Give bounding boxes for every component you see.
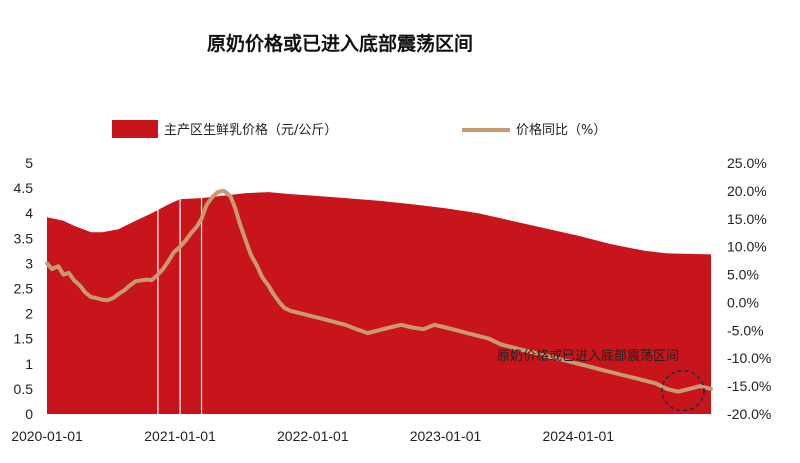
y-left-tick-label: 2.5 <box>14 281 34 297</box>
x-tick-label: 2021-01-01 <box>144 428 216 444</box>
x-tick-label: 2020-01-01 <box>11 428 83 444</box>
y-left-tick-label: 3 <box>25 255 33 271</box>
highlight-circle <box>661 369 705 412</box>
x-axis: 2020-01-01 2021-01-01 2022-01-01 2023-01-01… <box>11 428 614 444</box>
y-left-tick-label: 0 <box>25 406 33 422</box>
y-left-tick-label: 4.5 <box>14 180 34 196</box>
chart-title: 原奶价格或已进入底部震荡区间 <box>207 32 473 55</box>
y-left-tick-label: 4 <box>25 205 33 221</box>
y-left-tick-label: 2 <box>25 306 33 322</box>
annotation-text: 原奶价格或已进入底部震荡区间 <box>497 348 679 364</box>
y-axis-right: -20.0% -15.0% -10.0% -5.0% 0.0% 5.0% 10.0% 15.0… <box>727 155 771 422</box>
vertical-markers <box>157 193 203 414</box>
y-right-tick-label: 25.0% <box>727 155 767 171</box>
y-right-tick-label: -10.0% <box>727 350 771 366</box>
y-left-tick-label: 3.5 <box>14 230 34 246</box>
price-area-series <box>47 192 711 414</box>
y-left-tick-label: 1 <box>25 356 33 372</box>
plot-area <box>45 188 713 414</box>
y-left-tick-label: 0.5 <box>14 381 34 397</box>
legend-label-yoy: 价格同比（%） <box>516 122 606 138</box>
y-right-tick-label: 5.0% <box>727 267 759 283</box>
y-left-tick-label: 5 <box>25 155 33 171</box>
y-right-tick-label: 0.0% <box>727 294 759 310</box>
legend-swatch-price <box>112 120 158 138</box>
y-right-tick-label: 15.0% <box>727 211 767 227</box>
y-right-tick-label: 10.0% <box>727 239 767 255</box>
x-tick-label: 2023-01-01 <box>410 428 482 444</box>
legend: 主产区生鲜乳价格（元/公斤） 价格同比（%） <box>112 120 606 138</box>
x-tick-label: 2024-01-01 <box>542 428 614 444</box>
y-left-tick-label: 1.5 <box>14 331 34 347</box>
y-right-tick-label: -20.0% <box>727 406 771 422</box>
y-right-tick-label: -5.0% <box>727 322 764 338</box>
yoy-line-series <box>45 188 713 394</box>
x-tick-label: 2022-01-01 <box>277 428 349 444</box>
y-axis-left: 0 0.5 1 1.5 2 2.5 3 3.5 4 4.5 5 <box>14 155 34 422</box>
y-right-tick-label: 20.0% <box>727 183 767 199</box>
y-right-tick-label: -15.0% <box>727 378 771 394</box>
legend-label-price: 主产区生鲜乳价格（元/公斤） <box>164 122 337 138</box>
